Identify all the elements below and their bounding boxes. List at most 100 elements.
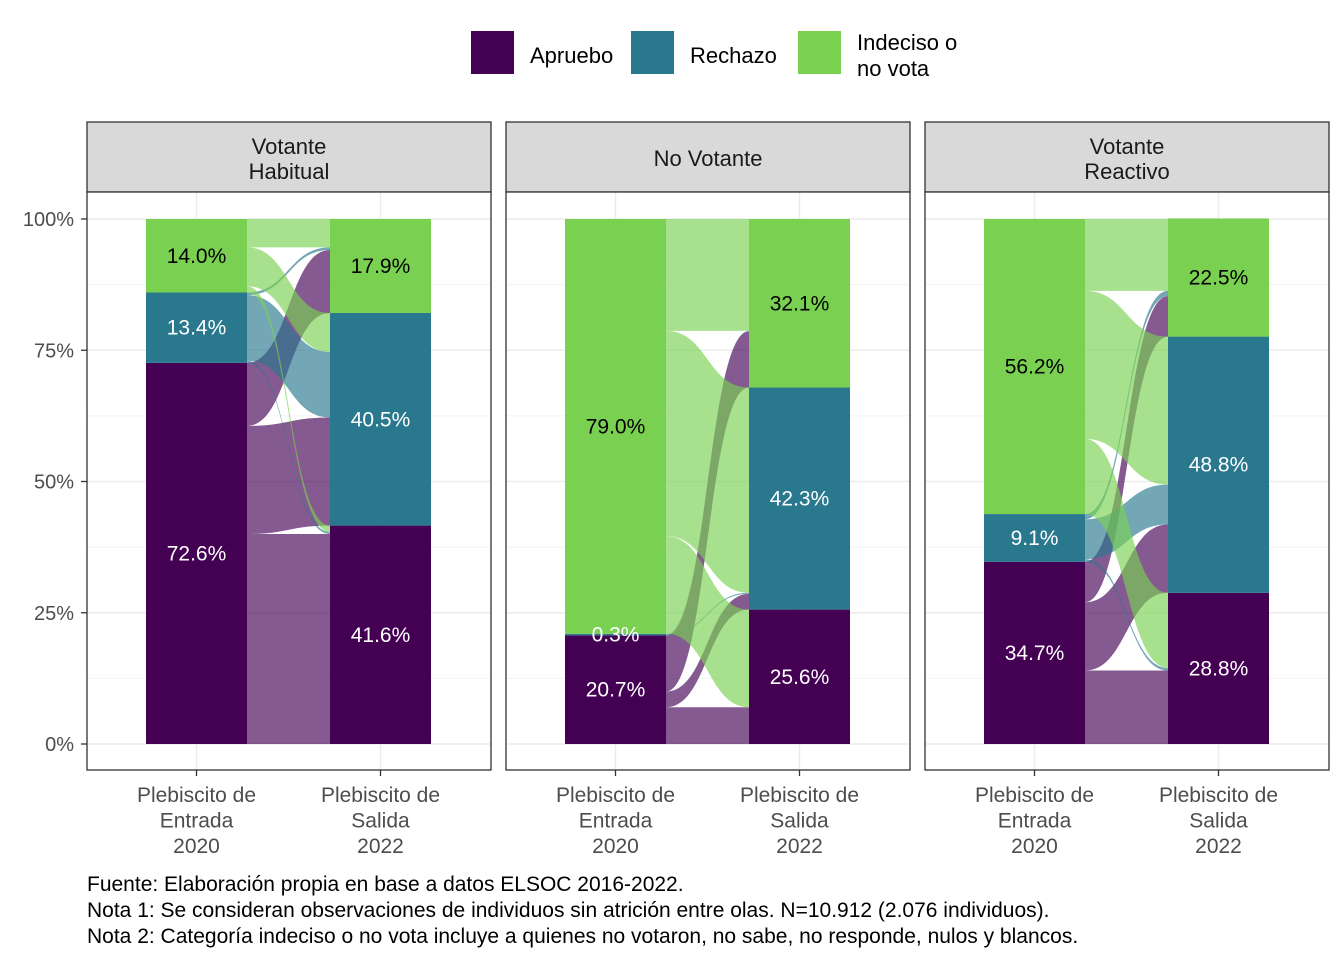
- flow-rechazo-to-indeciso-o-no-vota: [247, 247, 330, 296]
- data-label-entrada-indeciso-o-no-vota: 14.0%: [167, 245, 227, 268]
- panel-votante-reactivo: Votante Reactivo 34.7% 9.1% 56.2% 28.8% 48.8% 2…: [924, 121, 1330, 858]
- data-label-salida-rechazo: 40.5%: [351, 408, 411, 431]
- bar-salida-apruebo: [330, 525, 431, 744]
- legend-key-indeciso-o-no-vota: [798, 31, 841, 74]
- legend-label-line: Indeciso o: [857, 30, 957, 55]
- caption-source: Fuente: Elaboración propia en base a dat…: [87, 873, 684, 896]
- x-tick-label: Plebiscito de Entrada 2020: [556, 784, 675, 858]
- bar-entrada-rechazo: [984, 514, 1085, 562]
- panel-no-votante: No Votante 20.7% 0.3% 79.0% 25.6% 42.3% 32.1% P…: [505, 121, 911, 858]
- data-label-entrada-rechazo: 9.1%: [1011, 527, 1059, 550]
- caption-note-1: Nota 1: Se consideran observaciones de i…: [87, 899, 1050, 922]
- data-label-salida-apruebo: 28.8%: [1189, 657, 1249, 680]
- x-tick-label-line: Salida: [770, 810, 829, 833]
- flow-indeciso-o-no-vota-to-rechazo: [247, 247, 330, 352]
- panel-border: [505, 191, 911, 771]
- y-tick-label: 50%: [34, 472, 74, 494]
- flow-rechazo-to-apruebo: [247, 360, 330, 534]
- x-tick-label-line: Salida: [351, 810, 410, 833]
- strip-title: Votante Habitual: [249, 134, 330, 184]
- flow-apruebo-to-rechazo: [247, 417, 330, 534]
- flow-indeciso-o-no-vota-to-rechazo: [666, 330, 749, 593]
- data-label-entrada-indeciso-o-no-vota: 56.2%: [1005, 356, 1065, 379]
- flow-indeciso-o-no-vota-to-indeciso-o-no-vota: [1085, 219, 1168, 291]
- legend: Apruebo Rechazo Indeciso o no vota: [471, 30, 957, 81]
- bar-salida-rechazo: [330, 312, 431, 526]
- strip-title-line: Votante: [252, 134, 327, 159]
- x-tick-label-line: Entrada: [998, 810, 1072, 833]
- bar-salida-rechazo: [1168, 336, 1269, 593]
- x-tick-label-line: Plebiscito de: [740, 784, 859, 807]
- bar-entrada-indeciso-o-no-vota: [565, 219, 666, 634]
- flow-apruebo-to-apruebo: [1085, 670, 1168, 744]
- x-tick-label: Plebiscito de Salida 2022: [1159, 784, 1278, 858]
- bar-entrada-rechazo: [565, 633, 666, 636]
- y-tick-label: 100%: [23, 209, 74, 231]
- bar-entrada-indeciso-o-no-vota: [984, 219, 1085, 515]
- bar-salida-apruebo: [1168, 592, 1269, 744]
- legend-label-line: no vota: [857, 56, 930, 81]
- x-tick-label: Plebiscito de Entrada 2020: [137, 784, 256, 858]
- data-label-salida-indeciso-o-no-vota: 22.5%: [1189, 267, 1249, 290]
- data-label-entrada-apruebo: 34.7%: [1005, 642, 1065, 665]
- x-tick-label-line: Salida: [1189, 810, 1248, 833]
- x-tick-label-line: 2022: [776, 835, 823, 858]
- x-tick-label: Plebiscito de Entrada 2020: [975, 784, 1094, 858]
- legend-label-line: Apruebo: [530, 43, 613, 68]
- flow-rechazo-to-apruebo: [1085, 559, 1168, 671]
- data-label-salida-indeciso-o-no-vota: 32.1%: [770, 292, 830, 315]
- bar-salida-indeciso-o-no-vota: [749, 219, 850, 388]
- strip-background: [505, 121, 911, 193]
- legend-key-apruebo: [471, 31, 514, 74]
- data-label-salida-indeciso-o-no-vota: 17.9%: [351, 255, 411, 278]
- flow-indeciso-o-no-vota-to-indeciso-o-no-vota: [247, 219, 330, 248]
- y-tick-label: 0%: [45, 734, 74, 756]
- x-tick-label: Plebiscito de Salida 2022: [321, 784, 440, 858]
- strip-background: [86, 121, 492, 193]
- data-label-entrada-apruebo: 72.6%: [167, 542, 227, 565]
- data-label-salida-rechazo: 48.8%: [1189, 454, 1249, 477]
- strip-title: No Votante: [654, 146, 763, 171]
- strip-title: Votante Reactivo: [1084, 134, 1170, 184]
- x-tick-label: Plebiscito de Salida 2022: [740, 784, 859, 858]
- legend-label-rechazo: Rechazo: [690, 43, 777, 68]
- y-axis: 0% 25% 50% 75% 100%: [23, 209, 87, 756]
- x-tick-label-line: Entrada: [579, 810, 653, 833]
- data-label-entrada-indeciso-o-no-vota: 79.0%: [586, 415, 646, 438]
- flow-apruebo-to-apruebo: [247, 534, 330, 744]
- caption: Fuente: Elaboración propia en base a dat…: [87, 872, 1078, 950]
- x-tick-label-line: 2020: [592, 835, 639, 858]
- bar-salida-rechazo: [749, 387, 850, 610]
- data-label-entrada-apruebo: 20.7%: [586, 679, 646, 702]
- x-tick-label-line: Plebiscito de: [556, 784, 675, 807]
- strip-title-line: Votante: [1090, 134, 1165, 159]
- strip-title-line: No Votante: [654, 146, 763, 171]
- x-tick-label-line: Entrada: [160, 810, 234, 833]
- strip-background: [924, 121, 1330, 193]
- flow-indeciso-o-no-vota-to-indeciso-o-no-vota: [666, 219, 749, 331]
- legend-label-line: Rechazo: [690, 43, 777, 68]
- x-tick-label-line: Plebiscito de: [1159, 784, 1278, 807]
- x-tick-label-line: Plebiscito de: [975, 784, 1094, 807]
- x-tick-label-line: 2022: [357, 835, 404, 858]
- legend-label-indeciso-o-no-vota: Indeciso o no vota: [857, 30, 957, 81]
- data-label-salida-apruebo: 41.6%: [351, 624, 411, 647]
- bar-entrada-rechazo: [146, 292, 247, 363]
- y-tick-label: 75%: [34, 340, 74, 362]
- panel-votante-habitual: Votante Habitual 72.6% 13.4% 14.0% 41.6% 40.5%…: [86, 121, 492, 858]
- flow-apruebo-to-apruebo: [666, 707, 749, 744]
- data-label-entrada-rechazo: 13.4%: [167, 317, 227, 340]
- flow-indeciso-o-no-vota-to-apruebo: [247, 286, 330, 532]
- data-label-entrada-rechazo: 0.3%: [592, 624, 640, 647]
- flow-rechazo-to-rechazo: [247, 295, 330, 418]
- flow-indeciso-o-no-vota-to-rechazo: [1085, 290, 1168, 485]
- bar-entrada-apruebo: [565, 635, 666, 744]
- strip-title-line: Habitual: [249, 159, 330, 184]
- legend-label-apruebo: Apruebo: [530, 43, 613, 68]
- panel-border: [924, 191, 1330, 771]
- flow-apruebo-to-rechazo: [1085, 524, 1168, 671]
- bar-salida-indeciso-o-no-vota: [1168, 218, 1269, 337]
- strip-title-line: Reactivo: [1084, 159, 1170, 184]
- bar-entrada-indeciso-o-no-vota: [146, 219, 247, 293]
